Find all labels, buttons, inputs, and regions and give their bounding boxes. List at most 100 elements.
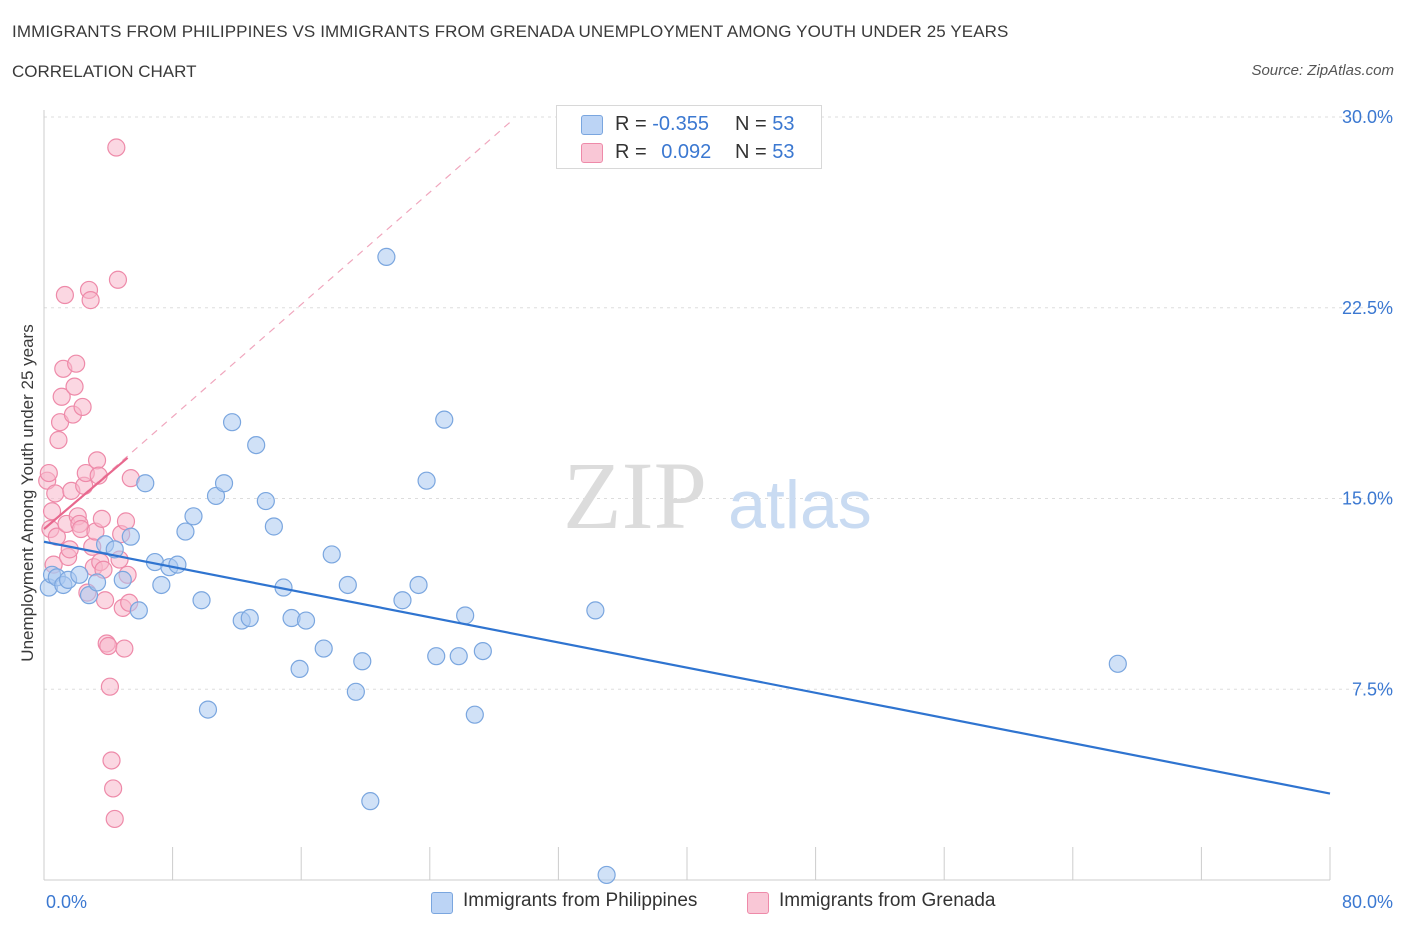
grenada-point (95, 591, 115, 610)
n-label: N = (735, 141, 773, 163)
r-value-grenada: 0.092 (661, 141, 712, 163)
legend-swatch-philippines (431, 892, 453, 914)
philippines-point (121, 527, 140, 546)
grenada-point (92, 509, 111, 528)
grenada-point (108, 270, 128, 289)
philippines-point (247, 435, 266, 455)
philippines-point (256, 491, 275, 511)
philippines-point (176, 522, 195, 541)
x-tick-label: 80.0% (1342, 892, 1393, 912)
philippines-point (435, 410, 454, 429)
grenada-point (102, 751, 121, 770)
series-legend: Immigrants from Philippines Immigrants f… (0, 890, 1406, 916)
grenada-point (42, 502, 62, 521)
philippines-point (192, 591, 211, 610)
y-tick-label: 22.5% (1342, 298, 1393, 318)
grenada-point (81, 291, 100, 310)
philippines-point (105, 540, 124, 559)
philippines-point (586, 601, 605, 620)
watermark-zip: ZIP (563, 442, 707, 549)
philippines-point (290, 659, 309, 679)
grenada-point (67, 354, 86, 373)
philippines-point (296, 611, 316, 630)
n-value-philippines: 53 (772, 113, 795, 135)
grenada-point (99, 636, 118, 656)
grenada-point (115, 639, 134, 658)
watermark-atlas: atlas (728, 467, 872, 543)
grenada-point (55, 285, 74, 305)
gridlines (44, 116, 1392, 690)
philippines-point (198, 700, 218, 719)
legend-swatch-grenada (747, 892, 769, 914)
legend-label-grenada: Immigrants from Grenada (779, 890, 996, 911)
philippines-trend-line (43, 540, 1331, 795)
philippines-point (346, 682, 365, 701)
philippines-point (264, 517, 283, 536)
y-tick-label: 7.5% (1352, 679, 1393, 699)
philippines-point (314, 639, 333, 658)
philippines-point (113, 570, 132, 589)
grenada-point (105, 809, 124, 829)
chart-title: IMMIGRANTS FROM PHILIPPINES VS IMMIGRANT… (12, 22, 1009, 41)
stats-legend: R = -0.355 N = 53 R = 0.092 N = 53 (556, 105, 822, 169)
legend-label-philippines: Immigrants from Philippines (463, 890, 698, 911)
trend-lines (43, 121, 1331, 795)
philippines-point (465, 705, 484, 724)
philippines-point (377, 247, 396, 266)
series-philippines-points (39, 247, 1127, 885)
grenada-point (52, 387, 71, 406)
philippines-point (322, 545, 341, 564)
philippines-point (409, 575, 428, 595)
philippines-point (70, 565, 89, 584)
philippines-point (222, 413, 242, 432)
philippines-point (473, 641, 492, 661)
grenada-trend-extension (43, 121, 511, 530)
grenada-point (65, 377, 84, 396)
r-value-philippines: -0.355 (652, 113, 709, 135)
swatch-philippines (581, 115, 603, 135)
y-tick-label: 15.0% (1342, 489, 1393, 509)
y-tick-label: 30.0% (1342, 107, 1393, 127)
grenada-trend-line (43, 456, 129, 530)
philippines-point (353, 652, 372, 671)
y-axis-tick-labels: 7.5% 15.0% 22.5% 30.0% (1342, 107, 1393, 699)
swatch-grenada (581, 143, 603, 163)
grenada-point (107, 138, 126, 157)
philippines-point (456, 606, 475, 625)
y-axis-label: Unemployment Among Youth under 25 years (18, 324, 37, 661)
philippines-point (1108, 654, 1127, 673)
philippines-point (214, 474, 234, 493)
grenada-point (49, 430, 68, 450)
grenada-point (104, 779, 123, 798)
grenada-point (39, 463, 58, 483)
grenada-point (60, 540, 79, 559)
philippines-point (168, 555, 187, 574)
r-label: R = (615, 113, 653, 135)
philippines-point (240, 608, 259, 628)
philippines-point (427, 647, 446, 666)
philippines-point (87, 573, 107, 592)
philippines-point (393, 591, 412, 610)
philippines-point (136, 474, 155, 493)
chart-subtitle: CORRELATION CHART (12, 62, 197, 81)
x-tick-label: 0.0% (46, 892, 87, 912)
philippines-point (129, 601, 148, 620)
philippines-point (417, 471, 436, 490)
philippines-point (338, 575, 357, 595)
grenada-point (116, 512, 136, 531)
x-axis-ticks (172, 847, 1331, 880)
philippines-point (152, 575, 171, 595)
x-axis-tick-labels: 0.0% 80.0% (46, 892, 1393, 912)
philippines-point (184, 507, 203, 526)
n-label: N = (735, 113, 773, 135)
series-grenada-points (38, 138, 140, 829)
r-label: R = (615, 141, 653, 163)
n-value-grenada: 53 (772, 141, 795, 163)
philippines-point (361, 792, 380, 811)
grenada-point (73, 397, 92, 417)
philippines-point (449, 647, 468, 666)
grenada-point (100, 677, 120, 696)
source-label: Source: ZipAtlas.com (1251, 62, 1394, 79)
grenada-point (46, 484, 65, 503)
